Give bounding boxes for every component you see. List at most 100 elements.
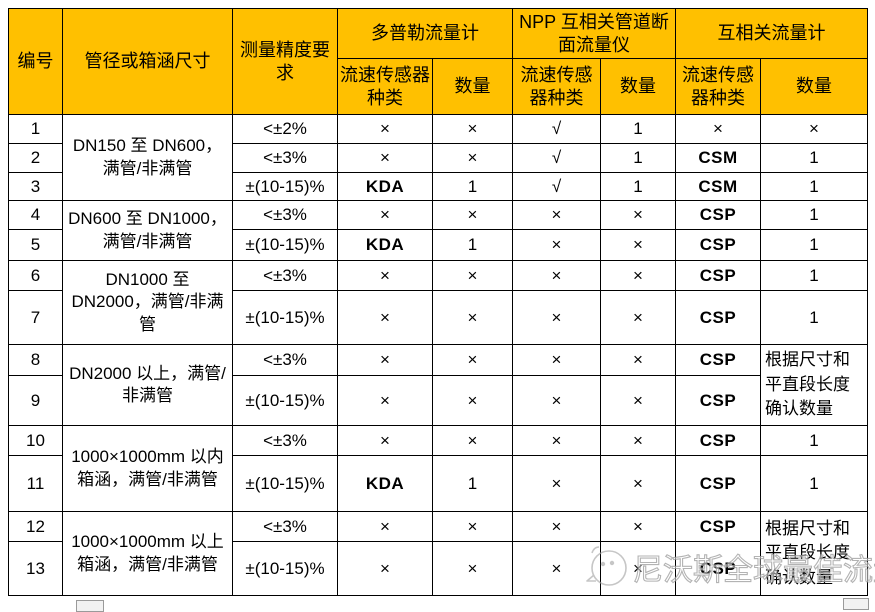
- cell-precision: ±(10-15)%: [232, 541, 338, 596]
- cell-doppler-sensor: ×: [337, 200, 433, 230]
- cell-npp-sensor: √: [512, 143, 601, 173]
- cell-npp-qty: 1: [600, 143, 676, 173]
- cell-precision: <±3%: [232, 344, 338, 376]
- cell-npp-sensor: ×: [512, 511, 601, 542]
- cell-precision: <±3%: [232, 260, 338, 291]
- cell-crosscorr-sensor: CSP: [675, 290, 761, 345]
- cell-doppler-qty: ×: [432, 200, 513, 230]
- cell-no: 8: [8, 344, 63, 376]
- cell-crosscorr-sensor: CSP: [675, 229, 761, 261]
- cell-precision: <±3%: [232, 200, 338, 230]
- header-doppler-qty: 数量: [432, 58, 513, 115]
- cell-crosscorr-sensor: CSM: [675, 172, 761, 201]
- cell-crosscorr-sensor: CSP: [675, 425, 761, 456]
- header-size: 管径或箱涵尺寸: [62, 8, 233, 115]
- cell-crosscorr-qty: 根据尺寸和平直段长度确认数量: [760, 511, 868, 596]
- cell-no: 4: [8, 200, 63, 230]
- cell-precision: <±3%: [232, 511, 338, 542]
- cell-crosscorr-sensor: CSP: [675, 344, 761, 376]
- cell-no: 7: [8, 290, 63, 345]
- cell-doppler-qty: 1: [432, 172, 513, 201]
- cell-doppler-sensor: ×: [337, 114, 433, 144]
- cell-npp-sensor: √: [512, 172, 601, 201]
- cell-npp-qty: ×: [600, 344, 676, 376]
- cell-doppler-qty: ×: [432, 143, 513, 173]
- cell-doppler-qty: ×: [432, 114, 513, 144]
- cell-npp-sensor: ×: [512, 260, 601, 291]
- scroll-artifact: [76, 600, 104, 612]
- header-doppler-sensor: 流速传感器种类: [337, 58, 433, 115]
- cell-npp-sensor: √: [512, 114, 601, 144]
- cell-doppler-sensor: KDA: [337, 172, 433, 201]
- cell-npp-qty: 1: [600, 114, 676, 144]
- cell-npp-qty: 1: [600, 172, 676, 201]
- cell-precision: ±(10-15)%: [232, 375, 338, 426]
- cell-npp-qty: ×: [600, 290, 676, 345]
- cell-crosscorr-qty: 1: [760, 143, 868, 173]
- cell-crosscorr-sensor: CSP: [675, 541, 761, 596]
- table-row: 9 ±(10-15)% × × × × CSP: [8, 375, 868, 426]
- cell-doppler-qty: ×: [432, 425, 513, 456]
- cell-no: 1: [8, 114, 63, 144]
- table-row: 6 DN1000 至 DN2000，满管/非满管 <±3% × × × × CS…: [8, 260, 868, 345]
- cell-npp-sensor: ×: [512, 229, 601, 261]
- header-crosscorr-sensor: 流速传感器种类: [675, 58, 761, 115]
- cell-size: 1000×1000mm 以内箱涵，满管/非满管: [62, 425, 233, 512]
- cell-npp-qty: ×: [600, 229, 676, 261]
- cell-precision: ±(10-15)%: [232, 455, 338, 512]
- cell-crosscorr-sensor: CSP: [675, 375, 761, 426]
- cell-doppler-qty: ×: [432, 290, 513, 345]
- table-row: 3 ±(10-15)% KDA 1 √ 1 CSM 1: [8, 172, 868, 201]
- cell-doppler-sensor: ×: [337, 344, 433, 376]
- cell-crosscorr-qty: 根据尺寸和平直段长度确认数量: [760, 344, 868, 426]
- cell-no: 12: [8, 511, 63, 542]
- cell-npp-sensor: ×: [512, 200, 601, 230]
- table-row: 10 1000×1000mm 以内箱涵，满管/非满管 <±3% × × × × …: [8, 425, 868, 512]
- cell-crosscorr-sensor: ×: [675, 114, 761, 144]
- cell-doppler-sensor: ×: [337, 541, 433, 596]
- header-npp-sensor: 流速传感器种类: [512, 58, 601, 115]
- header-group-npp: NPP 互相关管道断面流量仪: [512, 8, 676, 59]
- cell-precision: <±2%: [232, 114, 338, 144]
- cell-doppler-qty: ×: [432, 541, 513, 596]
- cell-crosscorr-sensor: CSP: [675, 455, 761, 512]
- table-row: 8 DN2000 以上，满管/非满管 <±3% × × × × CSP 根据尺寸…: [8, 344, 868, 426]
- table-row: 7 ±(10-15)% × × × × CSP 1: [8, 290, 868, 345]
- cell-npp-sensor: ×: [512, 455, 601, 512]
- cell-npp-qty: ×: [600, 541, 676, 596]
- data-table: 编号 管径或箱涵尺寸 测量精度要求 多普勒流量计 NPP 互相关管道断面流量仪 …: [8, 8, 868, 596]
- cell-npp-qty: ×: [600, 200, 676, 230]
- cell-doppler-qty: ×: [432, 511, 513, 542]
- cell-npp-sensor: ×: [512, 425, 601, 456]
- cell-npp-qty: ×: [600, 375, 676, 426]
- cell-npp-qty: ×: [600, 455, 676, 512]
- cell-no: 5: [8, 229, 63, 261]
- cell-doppler-sensor: ×: [337, 143, 433, 173]
- cell-no: 3: [8, 172, 63, 201]
- cell-npp-sensor: ×: [512, 375, 601, 426]
- header-group-doppler: 多普勒流量计: [337, 8, 513, 59]
- cell-doppler-sensor: ×: [337, 511, 433, 542]
- cell-npp-sensor: ×: [512, 541, 601, 596]
- cell-doppler-sensor: ×: [337, 425, 433, 456]
- cell-npp-sensor: ×: [512, 344, 601, 376]
- table-row: 13 ±(10-15)% × × × × CSP: [8, 541, 868, 596]
- cell-doppler-qty: ×: [432, 260, 513, 291]
- cell-precision: ±(10-15)%: [232, 229, 338, 261]
- cell-no: 9: [8, 375, 63, 426]
- cell-crosscorr-sensor: CSP: [675, 200, 761, 230]
- table-row: 1 DN150 至 DN600，满管/非满管 <±2% × × √ 1 × ×: [8, 114, 868, 201]
- cell-crosscorr-sensor: CSP: [675, 260, 761, 291]
- header-number: 编号: [8, 8, 63, 115]
- cell-doppler-sensor: KDA: [337, 455, 433, 512]
- table-row: 4 DN600 至 DN1000，满管/非满管 <±3% × × × × CSP…: [8, 200, 868, 261]
- cell-precision: <±3%: [232, 143, 338, 173]
- cell-size: DN1000 至 DN2000，满管/非满管: [62, 260, 233, 345]
- cell-crosscorr-qty: 1: [760, 260, 868, 291]
- cell-crosscorr-qty: 1: [760, 229, 868, 261]
- cell-no: 6: [8, 260, 63, 291]
- cell-doppler-sensor: KDA: [337, 229, 433, 261]
- cell-crosscorr-qty: 1: [760, 172, 868, 201]
- cell-crosscorr-qty: 1: [760, 290, 868, 345]
- cell-doppler-qty: 1: [432, 229, 513, 261]
